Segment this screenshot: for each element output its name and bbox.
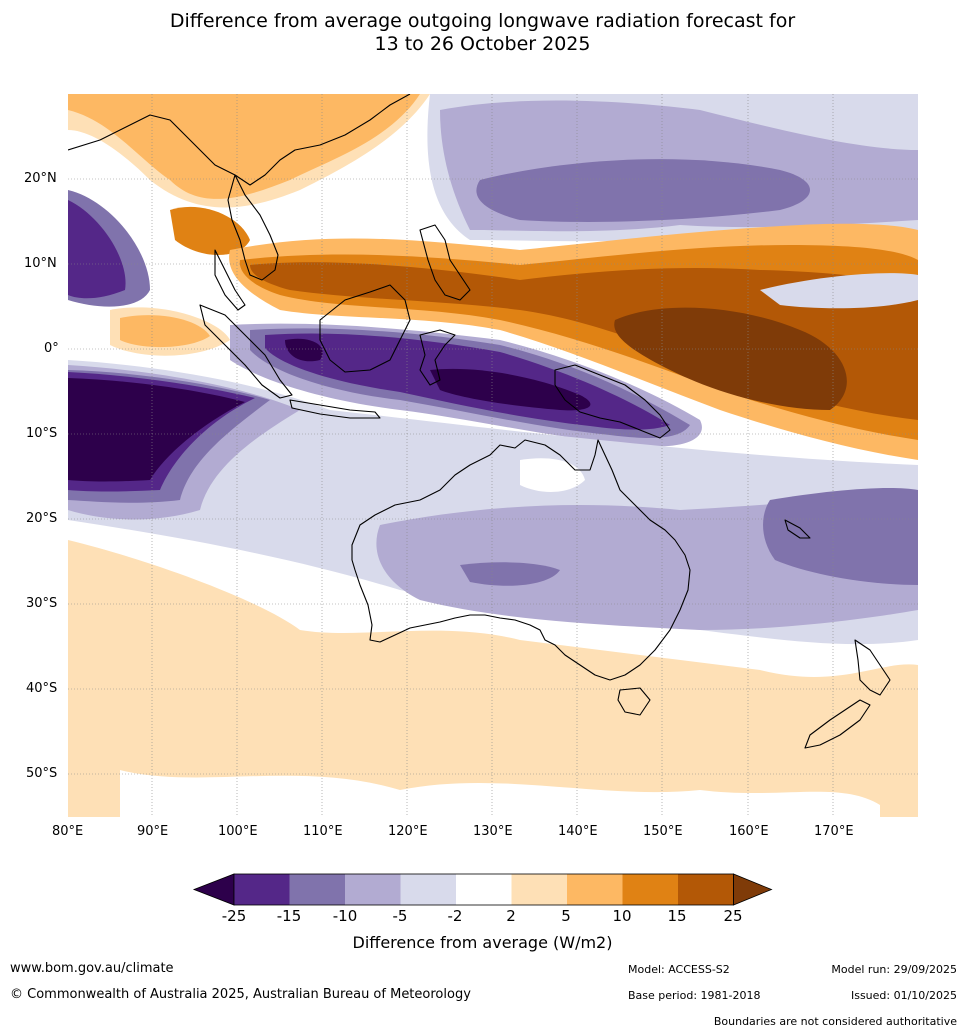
anomaly-maritime-darkest-purple <box>430 368 591 411</box>
map-field <box>68 94 918 817</box>
lat-label-40s: 40°S <box>26 681 58 696</box>
lat-label-30s: 30°S <box>26 596 58 611</box>
lon-label-140e: 140°E <box>558 824 598 839</box>
colorbar-tick: -5 <box>392 907 408 925</box>
title-line-1: Difference from average outgoing longwav… <box>169 10 796 32</box>
lat-label-20n: 20°N <box>24 171 57 186</box>
lon-label-170e: 170°E <box>814 824 854 839</box>
colorbar-segment <box>456 874 512 905</box>
graticule <box>68 94 918 817</box>
colorbar-tick: -15 <box>276 907 302 925</box>
colorbar-segment <box>678 874 734 905</box>
footer-disclaimer: Boundaries are not considered authoritat… <box>713 1015 957 1028</box>
anomaly-sumatra-darkest-purple <box>285 338 323 362</box>
coast-sulawesi <box>419 329 456 386</box>
colorbar-segment <box>400 874 456 905</box>
coast-indochina <box>227 174 279 281</box>
coast-new-zealand-north <box>854 639 891 696</box>
anomaly-equatorial-darkest-orange <box>614 307 847 410</box>
colorbar-title: Difference from average (W/m2) <box>352 933 613 952</box>
colorbar-tick: -25 <box>221 907 247 925</box>
lon-label-150e: 150°E <box>643 824 683 839</box>
coast-australia <box>351 439 691 681</box>
lat-label-equator: 0° <box>44 341 59 356</box>
lon-label-120e: 120°E <box>388 824 428 839</box>
colorbar-extend-low <box>192 873 235 906</box>
colorbar <box>192 873 773 906</box>
anomaly-west-dark-purple-north <box>68 200 126 299</box>
anomaly-north-australia-white <box>520 458 585 492</box>
lat-label-10s: 10°S <box>26 426 58 441</box>
lon-label-90e: 90°E <box>137 824 169 839</box>
colorbar-tick: -10 <box>332 907 358 925</box>
lon-label-100e: 100°E <box>218 824 258 839</box>
coast-asia-mainland <box>68 94 411 186</box>
lon-label-80e: 80°E <box>52 824 84 839</box>
coast-new-zealand-south <box>804 699 871 749</box>
coast-new-caledonia <box>784 519 811 539</box>
footer-copyright: © Commonwealth of Australia 2025, Austra… <box>10 987 471 1002</box>
colorbar-tick: -2 <box>447 907 463 925</box>
colorbar-tick: 10 <box>612 907 632 925</box>
colorbar-segment <box>345 874 401 905</box>
coast-new-guinea <box>554 364 671 439</box>
coast-malay-peninsula <box>214 249 246 311</box>
colorbar-segment <box>289 874 345 905</box>
colorbar-tick: 5 <box>561 907 571 925</box>
lat-label-50s: 50°S <box>26 766 58 781</box>
coast-philippines <box>419 224 471 301</box>
footer-model: Model: ACCESS-S2 <box>628 963 730 976</box>
lon-label-160e: 160°E <box>729 824 769 839</box>
colorbar-frame <box>233 873 734 906</box>
coast-sumatra <box>199 304 293 399</box>
anomaly-north-dark-orange <box>170 206 250 255</box>
colorbar-tick: 15 <box>667 907 687 925</box>
colorbar-tick: 25 <box>723 907 743 925</box>
colorbar-segment <box>234 874 290 905</box>
colorbar-extend-high <box>733 873 773 906</box>
map-title: Difference from average outgoing longwav… <box>0 10 965 56</box>
colorbar-segment <box>622 874 678 905</box>
anomaly-north-purple <box>476 159 810 222</box>
coast-java <box>289 399 381 419</box>
lon-label-110e: 110°E <box>303 824 343 839</box>
lon-label-130e: 130°E <box>473 824 513 839</box>
anomaly-central-australia-purple <box>460 562 560 586</box>
title-line-2: 13 to 26 October 2025 <box>374 33 591 55</box>
coast-tasmania <box>617 687 651 716</box>
lat-label-20s: 20°S <box>26 511 58 526</box>
footer-issued: Issued: 01/10/2025 <box>850 989 957 1002</box>
footer-website-link[interactable]: www.bom.gov.au/climate <box>10 961 174 976</box>
anomaly-indian-darkest-purple <box>68 378 245 482</box>
colorbar-segment <box>567 874 623 905</box>
lat-label-10n: 10°N <box>24 256 57 271</box>
anomaly-coral-sea-purple <box>763 488 918 585</box>
anomaly-equatorial-neutral-strip <box>760 273 918 309</box>
anomaly-north-orange <box>68 94 420 199</box>
anomaly-south-white-patches <box>120 770 880 817</box>
coastlines <box>68 94 891 749</box>
colorbar-segment <box>511 874 567 905</box>
anomaly-south-light-orange <box>68 540 918 817</box>
coast-borneo <box>319 284 411 373</box>
footer-base-period: Base period: 1981-2018 <box>628 989 761 1002</box>
colorbar-tick: 2 <box>506 907 516 925</box>
footer-model-run: Model run: 29/09/2025 <box>831 963 957 976</box>
anomaly-equatorial-orange-west <box>120 315 210 348</box>
